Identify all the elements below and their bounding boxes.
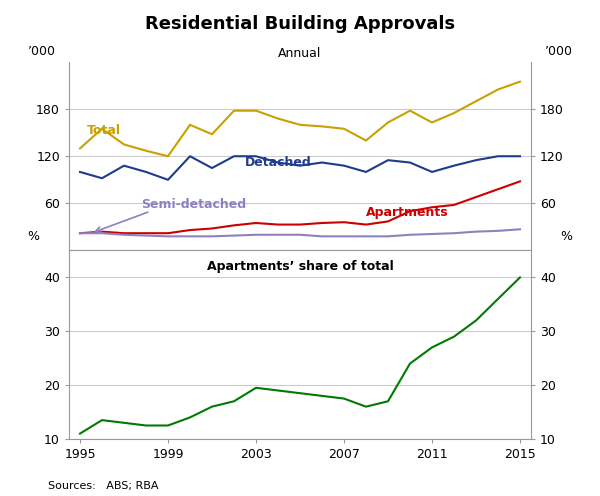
Text: %: % bbox=[560, 230, 572, 243]
Text: Annual: Annual bbox=[278, 47, 322, 60]
Text: Total: Total bbox=[86, 124, 121, 137]
Text: Apartments: Apartments bbox=[366, 206, 449, 219]
Text: Detached: Detached bbox=[245, 156, 312, 169]
Text: Semi-detached: Semi-detached bbox=[142, 198, 247, 211]
Text: ’000: ’000 bbox=[28, 45, 55, 58]
Text: ’000: ’000 bbox=[545, 45, 572, 58]
Text: Sources:   ABS; RBA: Sources: ABS; RBA bbox=[48, 481, 158, 491]
Text: %: % bbox=[28, 230, 40, 243]
Text: Residential Building Approvals: Residential Building Approvals bbox=[145, 15, 455, 33]
Text: Apartments’ share of total: Apartments’ share of total bbox=[206, 260, 394, 273]
